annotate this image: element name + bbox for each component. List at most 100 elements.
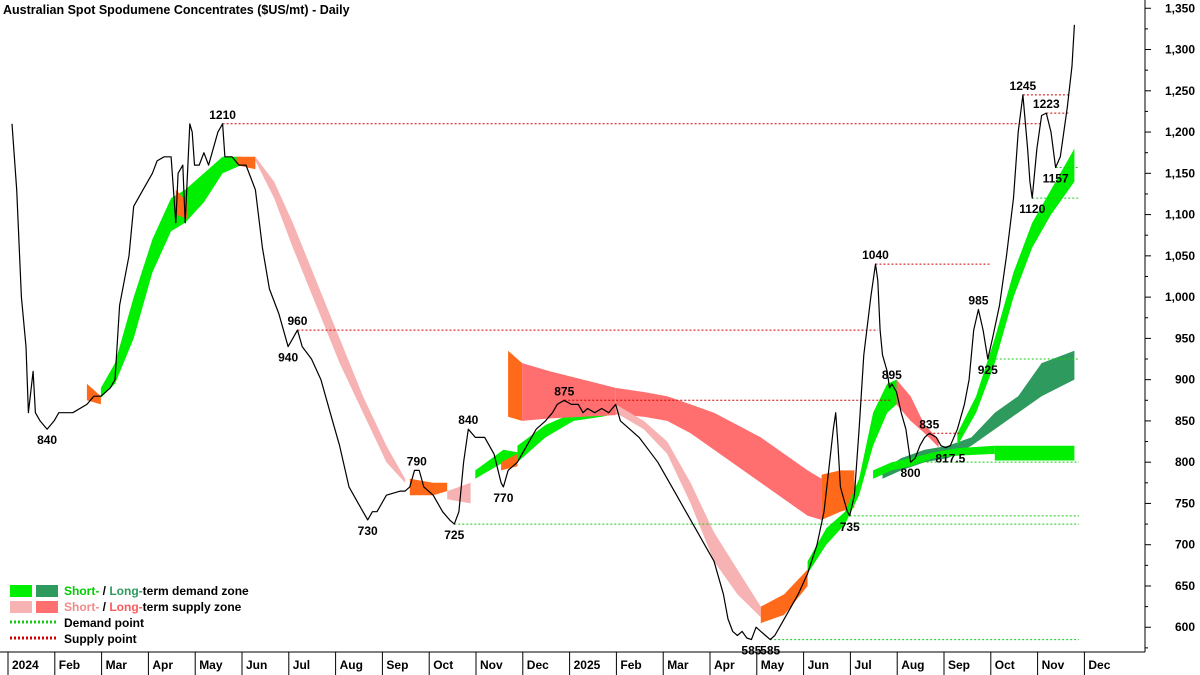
y-tick-label: 1,250 [1165, 84, 1195, 98]
point-label: 585 [741, 644, 761, 658]
zone-long-supply [409, 478, 448, 496]
x-tick-label: Aug [901, 658, 924, 672]
y-tick-label: 1,000 [1165, 290, 1195, 304]
x-tick-label: Sep [386, 658, 408, 672]
x-tick-label: May [199, 658, 223, 672]
point-label: 585 [760, 644, 780, 658]
zone-long-supply [896, 379, 939, 448]
point-label: 1245 [1010, 79, 1037, 93]
x-tick-label: Oct [433, 658, 453, 672]
legend-demand-point-label: Demand point [64, 616, 144, 630]
legend-demand-sep: / [99, 584, 109, 598]
legend: Short- / Long-term demand zone Short- / … [10, 584, 249, 646]
zone-short-demand [873, 445, 995, 479]
y-tick-label: 600 [1175, 620, 1195, 634]
point-label: 840 [458, 413, 478, 427]
legend-demand-rest: term demand zone [143, 584, 249, 598]
y-tick-label: 1,300 [1165, 43, 1195, 57]
point-label: 1040 [862, 248, 889, 262]
point-label: 960 [287, 314, 307, 328]
zone-short-demand [957, 148, 1075, 446]
point-label: 770 [493, 491, 513, 505]
x-tick-label: Jul [854, 658, 871, 672]
x-tick-label: Apr [152, 658, 173, 672]
reference-lines-layer [222, 94, 1080, 641]
point-label: 725 [444, 528, 464, 542]
chart-title: Australian Spot Spodumene Concentrates (… [3, 3, 350, 17]
x-tick-label: Aug [340, 658, 363, 672]
zone-short-demand [994, 445, 1075, 461]
y-tick-label: 1,050 [1165, 249, 1195, 263]
point-label: 895 [882, 368, 902, 382]
y-tick-label: 700 [1175, 538, 1195, 552]
y-tick-label: 1,350 [1165, 1, 1195, 15]
zone-long-supply-edge [508, 350, 523, 421]
x-tick-label: Feb [59, 658, 80, 672]
zone-short-supply [615, 404, 761, 618]
point-label: 735 [840, 520, 860, 534]
legend-swatch-short-supply [10, 601, 32, 613]
x-tick-label: Jul [293, 658, 310, 672]
x-tick-label: Mar [106, 658, 128, 672]
price-line [11, 24, 1075, 641]
legend-supply-rest: term supply zone [143, 600, 242, 614]
legend-demand-long: Long- [109, 584, 142, 598]
point-label: 940 [278, 351, 298, 365]
zone-short-supply [255, 156, 406, 483]
point-label: 1210 [209, 108, 236, 122]
legend-supply-zone-label: Short- / Long-term supply zone [64, 600, 242, 614]
y-tick-label: 800 [1175, 455, 1195, 469]
legend-supply-point-label: Supply point [64, 632, 137, 646]
price-layer [11, 24, 1075, 641]
y-tick-label: 950 [1175, 331, 1195, 345]
x-tick-label: 2024 [12, 658, 39, 672]
point-label: 875 [554, 384, 574, 398]
legend-supply-sep: / [99, 600, 109, 614]
zone-short-demand [859, 379, 897, 496]
x-tick-label: Feb [620, 658, 641, 672]
y-tick-label: 1,150 [1165, 166, 1195, 180]
y-tick-label: 900 [1175, 373, 1195, 387]
x-tick-label: Nov [1042, 658, 1065, 672]
zone-long-supply [522, 363, 616, 421]
legend-demand-zone-label: Short- / Long-term demand zone [64, 584, 249, 598]
legend-swatch-long-supply [36, 601, 58, 613]
point-label: 817.5 [935, 452, 965, 466]
point-label: 800 [901, 466, 921, 480]
point-label: 985 [968, 293, 988, 307]
legend-swatch-short-demand [10, 585, 32, 597]
zone-long-supply [615, 387, 822, 520]
x-tick-label: Nov [480, 658, 503, 672]
zone-long-supply [236, 156, 256, 170]
y-tick-label: 750 [1175, 496, 1195, 510]
y-tick-label: 850 [1175, 414, 1195, 428]
point-label: 790 [407, 454, 427, 468]
point-label: 1157 [1043, 172, 1069, 186]
x-tick-label: Sep [948, 658, 970, 672]
point-label: 925 [978, 363, 998, 377]
x-tick-label: 2025 [574, 658, 601, 672]
zone-long-supply [86, 383, 101, 405]
zone-short-demand [807, 478, 860, 574]
x-tick-label: May [761, 658, 785, 672]
x-tick-label: Dec [1088, 658, 1110, 672]
y-tick-label: 650 [1175, 579, 1195, 593]
zone-short-supply [447, 482, 471, 504]
y-tick-label: 1,100 [1165, 208, 1195, 222]
zones-layer [86, 148, 1075, 624]
y-tick-label: 1,200 [1165, 125, 1195, 139]
point-label: 1120 [1019, 202, 1045, 216]
x-tick-label: Dec [527, 658, 549, 672]
x-tick-label: Jun [246, 658, 267, 672]
x-tick-label: Mar [667, 658, 689, 672]
legend-supply-long: Long- [109, 600, 142, 614]
x-tick-label: Jun [808, 658, 829, 672]
x-tick-label: Apr [714, 658, 735, 672]
legend-supply-short: Short- [64, 600, 99, 614]
zone-long-supply [760, 569, 808, 624]
point-label: 730 [358, 524, 378, 538]
